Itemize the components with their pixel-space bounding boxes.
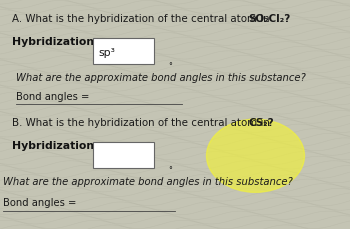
Ellipse shape bbox=[206, 119, 304, 192]
FancyBboxPatch shape bbox=[93, 38, 154, 64]
Text: °: ° bbox=[168, 166, 172, 175]
Text: sp³: sp³ bbox=[98, 48, 115, 58]
Text: CS₂?: CS₂? bbox=[248, 118, 274, 128]
Text: What are the approximate bond angles in this substance?: What are the approximate bond angles in … bbox=[3, 177, 293, 187]
Text: °: ° bbox=[168, 63, 172, 71]
Text: Bond angles =: Bond angles = bbox=[3, 198, 79, 208]
Text: Hybridization =: Hybridization = bbox=[12, 37, 111, 47]
Text: Hybridization =: Hybridization = bbox=[12, 141, 111, 151]
Text: What are the approximate bond angles in this substance?: What are the approximate bond angles in … bbox=[16, 73, 306, 83]
Text: B. What is the hybridization of the central atom in: B. What is the hybridization of the cent… bbox=[12, 118, 273, 128]
Text: A. What is the hybridization of the central atom in: A. What is the hybridization of the cent… bbox=[12, 14, 273, 24]
Text: Bond angles =: Bond angles = bbox=[16, 92, 92, 102]
FancyBboxPatch shape bbox=[93, 142, 154, 168]
Text: SO₂Cl₂?: SO₂Cl₂? bbox=[248, 14, 291, 24]
